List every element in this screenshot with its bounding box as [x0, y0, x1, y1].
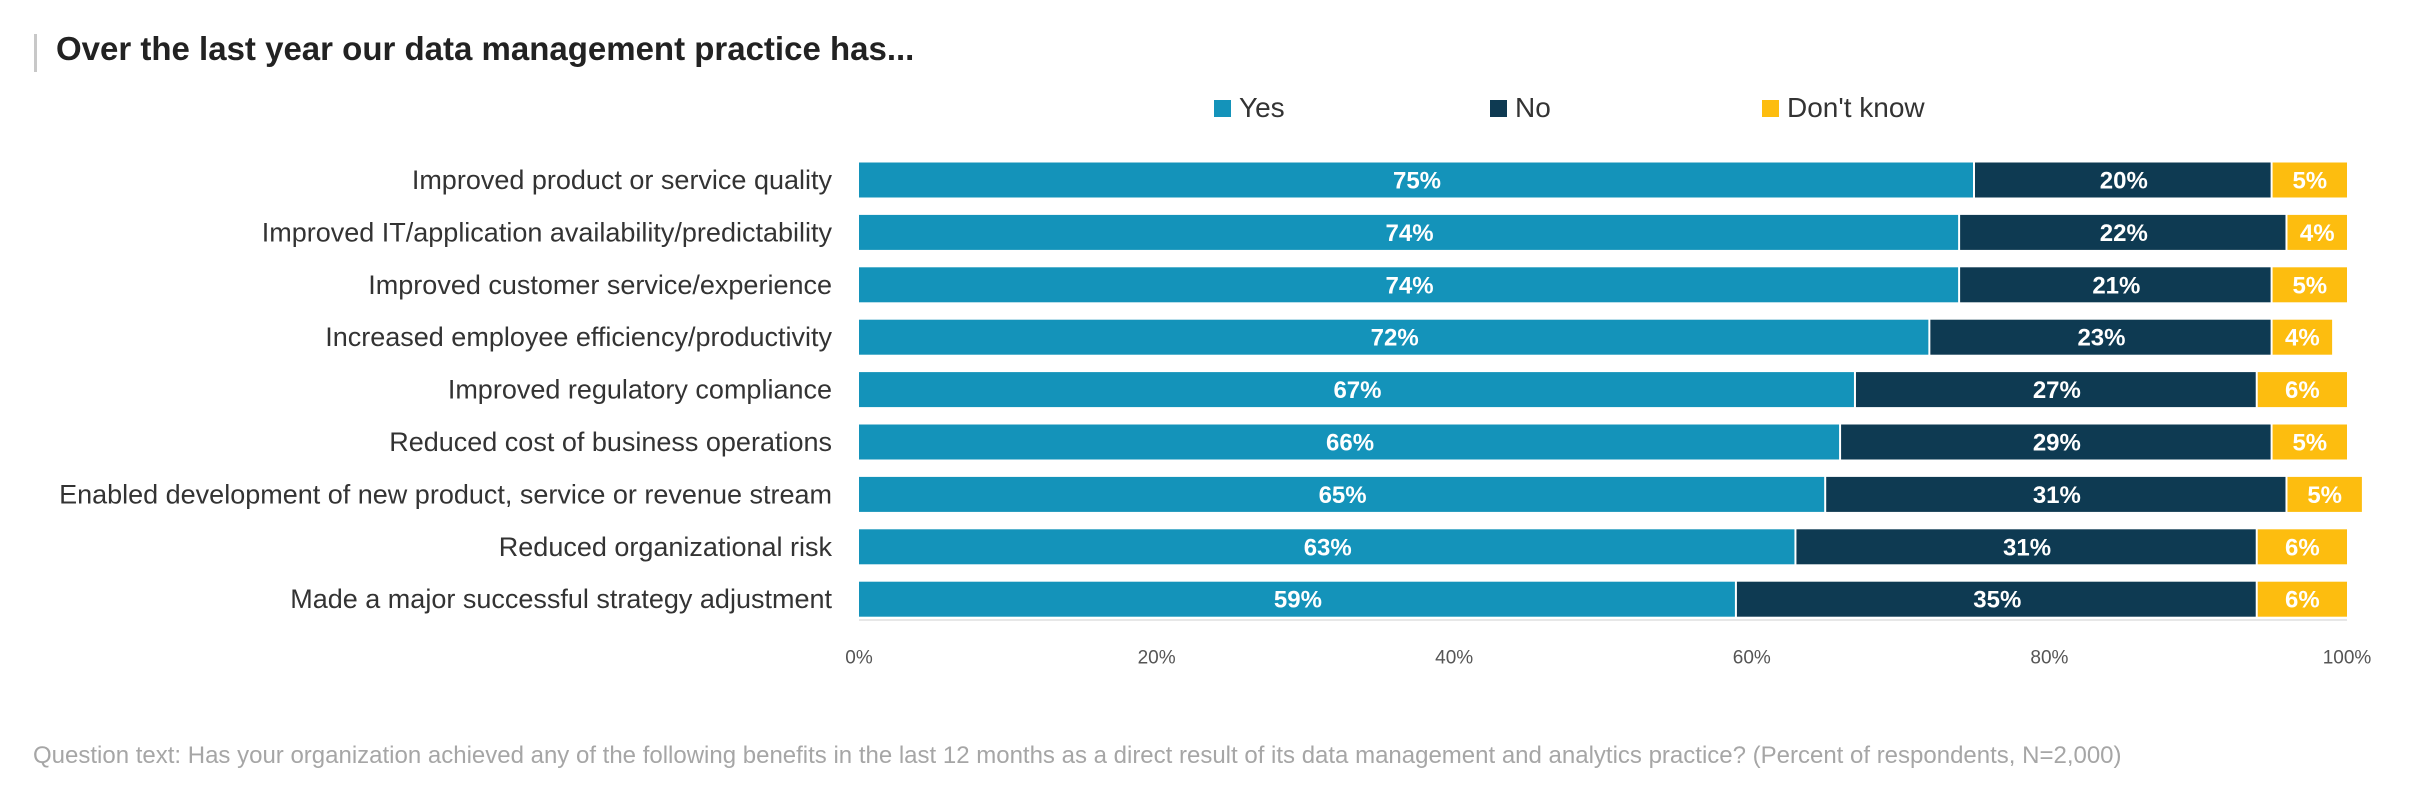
data-label-no: 20% [2100, 168, 2148, 195]
legend-item-yes: Yes [1214, 88, 1285, 128]
chart-title: Over the last year our data management p… [56, 30, 915, 67]
bar-segment-yes [859, 424, 1840, 460]
data-label-dont-know: 5% [2292, 430, 2327, 457]
data-label-dont-know: 6% [2285, 587, 2320, 614]
data-label-dont-know: 5% [2292, 168, 2327, 195]
bar-segment-dont-know [2287, 214, 2347, 250]
data-label-no: 21% [2092, 272, 2140, 299]
bar-segment-no [1960, 267, 2271, 303]
category-label: Improved regulatory compliance [448, 375, 832, 405]
data-label-no: 31% [2003, 534, 2051, 561]
bar-segment-dont-know [2257, 581, 2347, 617]
bar-segment-no [1796, 529, 2256, 565]
bar-segment-no [1855, 372, 2256, 408]
data-label-yes: 66% [1326, 430, 1374, 457]
category-label: Improved product or service quality [412, 165, 833, 195]
bar-segment-yes [859, 267, 1959, 303]
data-label-dont-know: 6% [2285, 534, 2320, 561]
bar-segment-no [1826, 476, 2286, 512]
bar-segment-yes [859, 214, 1959, 250]
legend-label-yes: Yes [1239, 92, 1285, 123]
bar-segment-no [1960, 214, 2286, 250]
bar-segment-dont-know [2272, 319, 2333, 355]
legend-swatch-yes [1214, 99, 1231, 117]
data-label-yes: 72% [1371, 325, 1419, 352]
x-tick-label: 60% [1733, 648, 1771, 669]
question-footnote: Question text: Has your organization ach… [33, 742, 2122, 769]
x-tick-label: 20% [1138, 648, 1176, 669]
title-accent-bar [34, 34, 37, 72]
data-label-yes: 63% [1304, 534, 1352, 561]
data-label-dont-know: 6% [2285, 377, 2320, 404]
x-tick-label: 40% [1435, 648, 1473, 669]
bar-segment-yes [859, 372, 1854, 408]
bar-segment-yes [859, 476, 1825, 512]
data-label-yes: 74% [1386, 272, 1434, 299]
x-tick-label: 100% [2323, 648, 2372, 669]
bar-segment-no [1841, 424, 2271, 460]
category-label: Increased employee efficiency/productivi… [325, 322, 832, 352]
data-label-no: 29% [2033, 430, 2081, 457]
bar-segment-yes [859, 529, 1795, 565]
data-label-yes: 59% [1274, 587, 1322, 614]
data-label-yes: 74% [1386, 220, 1434, 247]
bar-segment-no [1930, 319, 2271, 355]
bar-segment-dont-know [2287, 476, 2362, 512]
data-label-dont-know: 4% [2285, 325, 2320, 352]
data-label-no: 23% [2077, 325, 2125, 352]
data-label-dont-know: 4% [2300, 220, 2335, 247]
legend-item-dont-know: Don't know [1762, 88, 1925, 128]
bar-segment-yes [859, 319, 1929, 355]
bar-segment-yes [859, 162, 1973, 198]
data-label-no: 27% [2033, 377, 2081, 404]
category-label: Enabled development of new product, serv… [59, 479, 832, 509]
legend-swatch-dont-know [1762, 99, 1779, 117]
category-label: Reduced cost of business operations [389, 427, 832, 457]
bar-segment-dont-know [2257, 529, 2347, 565]
legend: Yes No Don't know [1214, 88, 1974, 128]
x-tick-label: 80% [2030, 648, 2068, 669]
bar-segment-no [1975, 162, 2271, 198]
legend-swatch-no [1490, 99, 1507, 117]
data-label-no: 22% [2100, 220, 2148, 247]
data-label-no: 31% [2033, 482, 2081, 509]
category-label: Improved customer service/experience [368, 270, 832, 300]
data-label-no: 35% [1973, 587, 2021, 614]
bar-segment-dont-know [2272, 162, 2347, 198]
data-label-yes: 67% [1333, 377, 1381, 404]
data-label-yes: 75% [1393, 168, 1441, 195]
legend-label-no: No [1515, 92, 1551, 123]
bar-segment-dont-know [2272, 267, 2347, 303]
data-label-dont-know: 5% [2307, 482, 2342, 509]
category-label: Reduced organizational risk [499, 532, 833, 562]
bar-segment-no [1736, 581, 2256, 617]
data-label-yes: 65% [1319, 482, 1367, 509]
legend-label-dont-know: Don't know [1787, 92, 1925, 123]
legend-item-no: No [1490, 88, 1551, 128]
category-label: Improved IT/application availability/pre… [262, 217, 833, 247]
category-label: Made a major successful strategy adjustm… [290, 584, 832, 614]
bar-segment-dont-know [2257, 372, 2347, 408]
bar-segment-yes [859, 581, 1735, 617]
bar-chart: Improved product or service quality 75% 20… [59, 162, 2372, 669]
data-label-dont-know: 5% [2292, 272, 2327, 299]
bar-segment-dont-know [2272, 424, 2347, 460]
x-tick-label: 0% [845, 648, 873, 669]
